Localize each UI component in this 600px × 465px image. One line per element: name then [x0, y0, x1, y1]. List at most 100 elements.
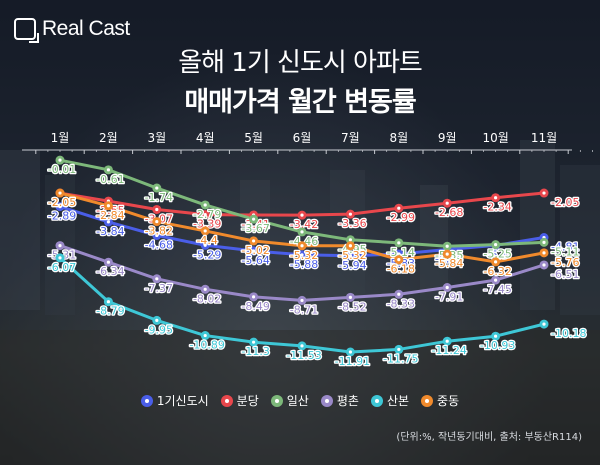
data-label: -3.42 — [290, 218, 318, 231]
data-point-center — [445, 339, 449, 343]
data-label: -5.55 — [435, 252, 463, 265]
data-label: -5.64 — [241, 254, 269, 267]
legend-item: 중동 — [421, 392, 459, 409]
data-point-center — [155, 186, 159, 190]
legend-marker — [370, 394, 383, 407]
legend-label: 평촌 — [336, 394, 359, 408]
legend-label: 산본 — [386, 394, 410, 408]
x-tick-label: 11월 — [531, 131, 557, 145]
data-point-center — [203, 203, 207, 207]
data-label: -3.39 — [193, 218, 221, 231]
x-tick-label: 8월 — [389, 131, 408, 145]
data-label: -2.89 — [48, 210, 76, 223]
x-tick-label: 7월 — [341, 131, 360, 145]
data-label: -8.79 — [96, 305, 124, 318]
data-label: -5.14 — [387, 246, 415, 259]
data-point-center — [58, 244, 62, 248]
data-label: -7.45 — [483, 283, 511, 296]
data-label: -8.52 — [338, 300, 366, 313]
data-point-center — [445, 201, 449, 205]
legend-marker — [220, 394, 233, 407]
data-point-center — [494, 196, 498, 200]
data-label: -10.93 — [480, 339, 515, 352]
data-label: -6.34 — [96, 265, 124, 278]
data-point-center — [203, 229, 207, 233]
data-point-center — [203, 287, 207, 291]
data-label: -4.81 — [551, 241, 579, 254]
data-label: -11.3 — [241, 345, 269, 358]
data-point-center — [445, 244, 449, 248]
data-label: -8.02 — [193, 292, 221, 305]
data-label: -4.4 — [196, 234, 217, 247]
data-point-center — [445, 252, 449, 256]
x-tick-label: 1월 — [51, 131, 70, 145]
data-label: -5.32 — [290, 249, 318, 262]
data-point-center — [58, 256, 62, 260]
data-point-center — [348, 350, 352, 354]
data-point-center — [494, 278, 498, 282]
data-label: -0.01 — [48, 163, 76, 176]
x-tick-label: 4월 — [196, 131, 215, 145]
data-point-center — [58, 158, 62, 162]
chart-title-line1: 올해 1기 신도시 아파트 — [178, 48, 423, 78]
data-label: -6.32 — [483, 265, 511, 278]
data-label: -6.07 — [48, 261, 76, 274]
x-tick-label: 6월 — [293, 131, 312, 145]
legend-item: 평촌 — [320, 392, 359, 409]
data-label: -3.41 — [241, 218, 269, 231]
data-point-center — [397, 258, 401, 262]
data-label: -7.37 — [145, 282, 173, 295]
legend-label: 분당 — [236, 394, 259, 408]
data-label: -1.74 — [145, 191, 173, 204]
chart-legend: 1기신도시 분당 일산 평촌 산본 중동 — [0, 392, 600, 409]
data-point-center — [106, 260, 110, 264]
data-point-center — [542, 191, 546, 195]
data-label: -2.99 — [387, 211, 415, 224]
data-label: -6.18 — [387, 263, 415, 276]
data-label: -11.75 — [383, 352, 418, 365]
legend-label: 일산 — [286, 394, 309, 408]
data-label: -2.05 — [48, 196, 76, 209]
legend-label: 중동 — [437, 394, 460, 408]
data-point-center — [300, 253, 304, 257]
data-point-center — [252, 239, 256, 243]
data-label: -5.84 — [435, 257, 463, 270]
data-label: -11.91 — [335, 355, 370, 368]
legend-item: 일산 — [270, 392, 309, 409]
data-point-center — [397, 206, 401, 210]
data-point-center — [58, 191, 62, 195]
x-tick-label: 3월 — [147, 131, 166, 145]
data-point-center — [106, 220, 110, 224]
x-tick-label: 5월 — [244, 131, 263, 145]
data-label: -6.51 — [551, 268, 579, 281]
data-point-center — [106, 300, 110, 304]
data-label: -5.29 — [193, 248, 221, 261]
data-point-center — [252, 295, 256, 299]
data-label: -3.84 — [96, 225, 124, 238]
data-point-center — [397, 292, 401, 296]
data-point-center — [252, 217, 256, 221]
data-point-center — [252, 340, 256, 344]
legend-item: 분당 — [220, 392, 259, 409]
data-label: -2.05 — [551, 196, 579, 209]
data-point-center — [155, 207, 159, 212]
x-tick-label: 9월 — [438, 131, 457, 145]
data-label: -2.84 — [96, 209, 124, 222]
data-point-center — [542, 263, 546, 267]
brand-logo: Real Cast — [14, 17, 130, 43]
data-label: -5.11 — [551, 245, 579, 258]
data-label: -4.68 — [145, 238, 173, 251]
legend-marker — [421, 394, 434, 407]
data-point-center — [58, 204, 62, 209]
data-point-center — [106, 204, 110, 208]
data-point-center — [155, 219, 159, 224]
data-point-center — [397, 241, 401, 245]
data-point-center — [300, 230, 304, 234]
legend-item: 산본 — [370, 392, 410, 409]
logo-text: Real Cast — [42, 17, 130, 40]
data-label: -4.46 — [290, 235, 318, 248]
data-label: -5.94 — [338, 259, 366, 272]
data-label: -3.82 — [145, 225, 173, 238]
